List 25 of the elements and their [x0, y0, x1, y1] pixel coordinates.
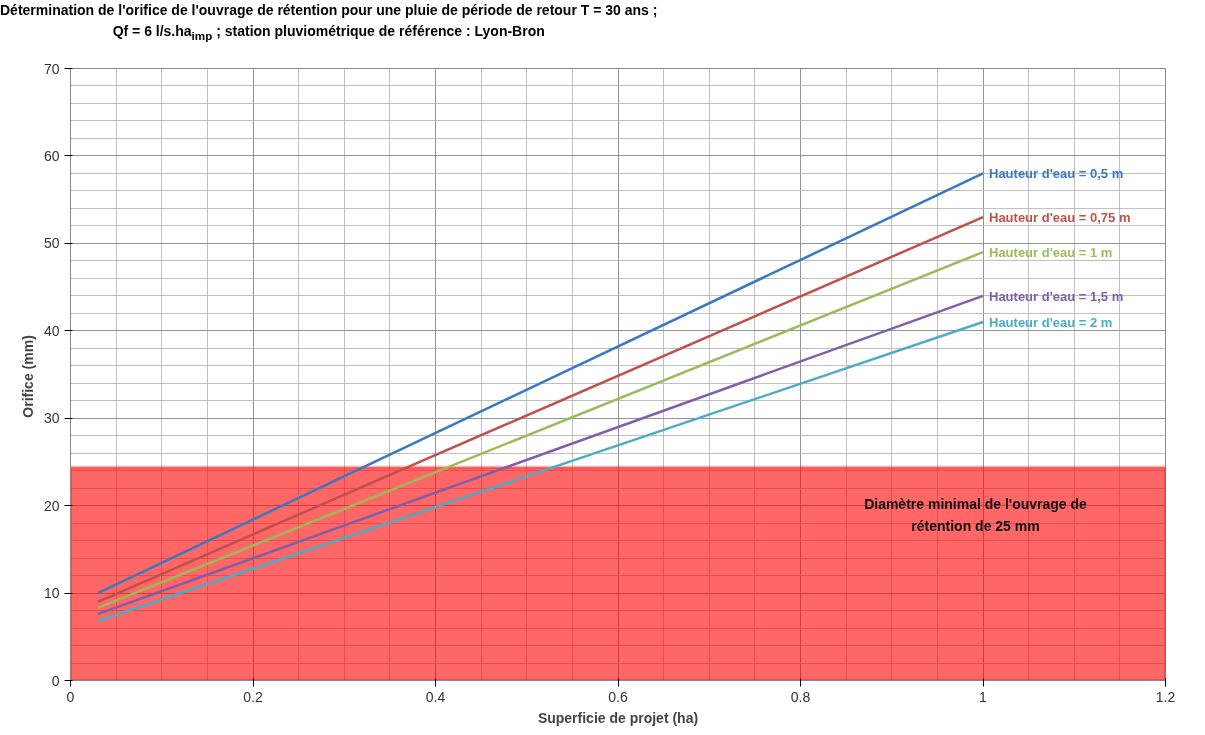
- x-tick-label: 0.6: [608, 688, 628, 705]
- y-tick-label: 10: [43, 585, 60, 602]
- series-label: Hauteur d'eau = 0,75 m: [989, 210, 1131, 226]
- y-tick-label: 60: [43, 147, 60, 164]
- y-tick-label: 50: [43, 235, 60, 252]
- chart-title: Détermination de l'orifice de l'ouvrage de rétention pour une pluie de période de retour T = 30 ans ;: [0, 2, 658, 18]
- y-tick-label: 20: [43, 497, 60, 514]
- band-label: Diamètre minimal de l'ouvrage de rétention de 25 mm: [864, 496, 1088, 535]
- y-axis-title: Orifice (mm): [19, 335, 36, 418]
- series-label: Hauteur d'eau = 1 m: [989, 245, 1113, 261]
- y-tick-label: 0: [51, 672, 60, 689]
- x-tick-label: 1.2: [1155, 688, 1176, 705]
- y-tick-label: 30: [43, 410, 60, 427]
- x-tick-label: 0: [66, 688, 75, 705]
- series-label: Hauteur d'eau = 1,5 m: [989, 288, 1124, 304]
- series-label: Hauteur d'eau = 2 m: [989, 315, 1113, 331]
- y-tick-label: 40: [43, 322, 60, 339]
- y-tick-label: 70: [43, 60, 60, 77]
- x-tick-label: 1: [979, 688, 988, 705]
- x-tick-label: 0.8: [790, 688, 811, 705]
- x-tick-label: 0.2: [243, 688, 263, 705]
- series-label: Hauteur d'eau = 0,5 m: [989, 166, 1124, 182]
- x-axis-title: Superficie de projet (ha): [537, 709, 699, 726]
- chart-subtitle: Qf = 6 l/s.ha$_{imp}$ ; station pluviométrique de référence : Lyon-Bron: [112, 23, 545, 42]
- x-tick-label: 0.4: [425, 688, 446, 705]
